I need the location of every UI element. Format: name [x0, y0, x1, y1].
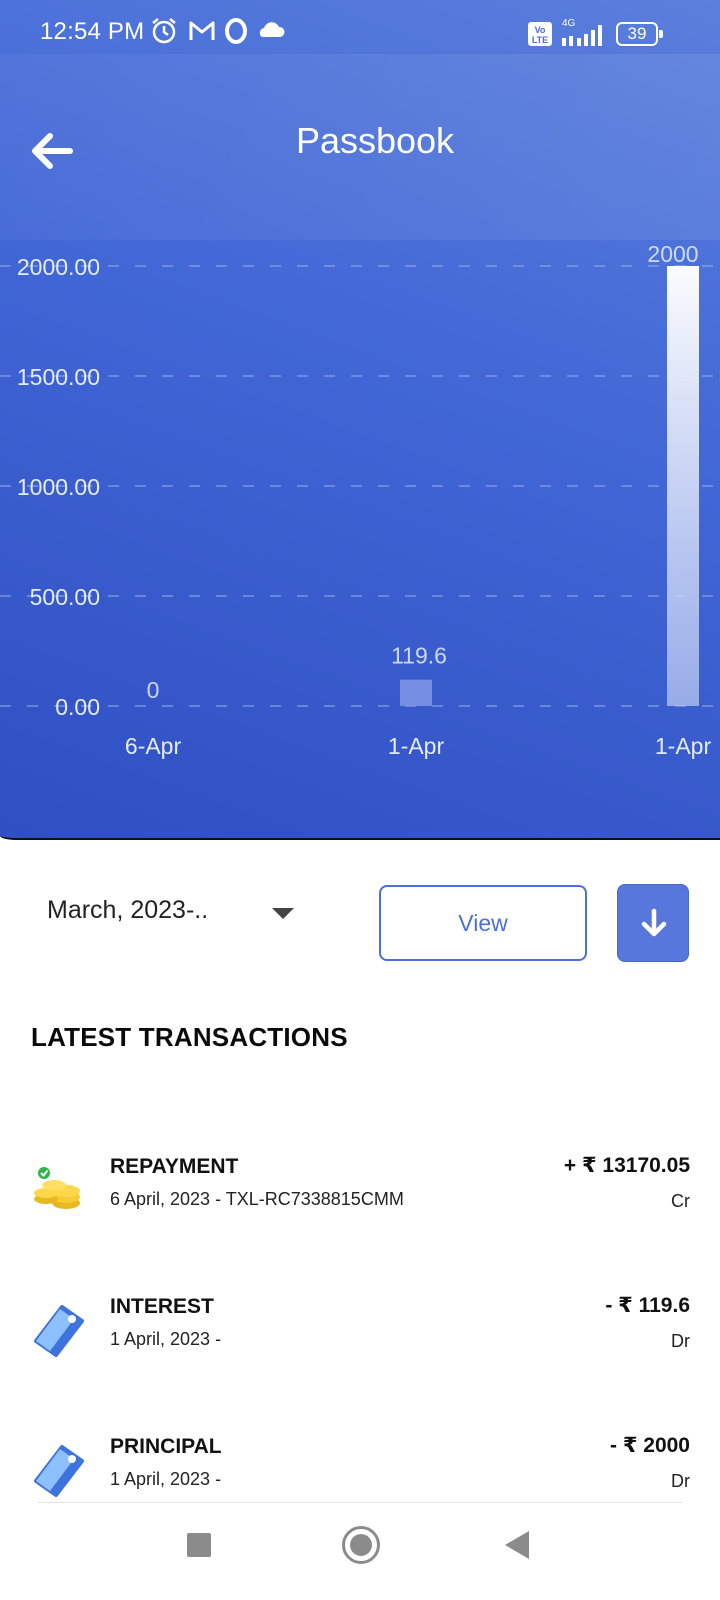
- period-value: March, 2023-..: [47, 896, 209, 924]
- transaction-subtitle: 6 April, 2023 - TXL-RC7338815CMM: [110, 1189, 404, 1209]
- page-title: Passbook: [295, 120, 455, 161]
- chart-x-axis: 6-Apr 1-Apr 1-Apr: [125, 733, 712, 759]
- status-time: 12:54 PM: [40, 18, 145, 45]
- view-button[interactable]: View: [379, 885, 587, 961]
- network-type: 4G: [562, 18, 576, 29]
- filter-controls: March, 2023-.. View: [0, 860, 720, 970]
- home-icon[interactable]: [342, 1526, 380, 1564]
- transaction-subtitle: 1 April, 2023 -: [110, 1329, 222, 1349]
- signal-4g-icon: [562, 25, 602, 46]
- transaction-title: PRINCIPAL: [110, 1435, 222, 1458]
- x-tick-label: 1-Apr: [388, 733, 445, 759]
- transaction-type: Dr: [671, 1331, 690, 1351]
- y-tick-label: 1000.00: [17, 474, 100, 500]
- bar-value-label: 119.6: [391, 643, 447, 669]
- section-heading: LATEST TRANSACTIONS: [31, 1022, 348, 1052]
- gmail-icon: [189, 21, 215, 40]
- x-tick-label: 6-Apr: [125, 733, 182, 759]
- chart-grid: [0, 265, 720, 707]
- alarm-icon: [152, 18, 176, 44]
- transaction-title: INTEREST: [110, 1295, 214, 1318]
- caret-down-icon: [272, 908, 294, 919]
- x-tick-label: 1-Apr: [655, 733, 712, 759]
- list-divider: [38, 1502, 682, 1503]
- transaction-type: Dr: [671, 1471, 690, 1491]
- app-bar: Passbook: [0, 54, 720, 240]
- arrow-down-icon: [641, 908, 667, 937]
- transaction-amount: - ₹ 2000: [610, 1434, 690, 1457]
- period-dropdown[interactable]: March, 2023-..: [30, 880, 310, 940]
- tag-icon: [34, 1305, 84, 1357]
- download-button[interactable]: [617, 884, 689, 962]
- bar-value-label: 0: [147, 677, 160, 703]
- cloud-icon: [259, 22, 285, 37]
- chart-bar: [667, 266, 699, 706]
- transaction-subtitle: 1 April, 2023 -: [110, 1469, 222, 1489]
- transaction-title: REPAYMENT: [110, 1155, 239, 1178]
- transaction-amount: - ₹ 119.6: [605, 1294, 690, 1317]
- opera-icon: [225, 18, 247, 44]
- transaction-item[interactable]: PRINCIPAL 1 April, 2023 - - ₹ 2000 Dr: [0, 1427, 720, 1537]
- battery-level: 39: [627, 24, 647, 43]
- y-tick-label: 500.00: [30, 584, 100, 610]
- chart-bar: [400, 679, 432, 706]
- y-tick-label: 0.00: [55, 694, 100, 720]
- y-tick-label: 1500.00: [17, 364, 100, 390]
- status-bar: 12:54 PM Vo LTE 4G: [0, 0, 720, 54]
- volte-icon: Vo LTE: [528, 22, 552, 46]
- transaction-item[interactable]: INTEREST 1 April, 2023 - - ₹ 119.6 Dr: [0, 1287, 720, 1397]
- transaction-item[interactable]: REPAYMENT 6 April, 2023 - TXL-RC7338815C…: [0, 1147, 720, 1257]
- balance-bar-chart: 2000.00 1500.00 1000.00 500.00 0.00 0 119.6 20…: [0, 241, 720, 759]
- arrow-left-icon[interactable]: [26, 126, 76, 176]
- battery-icon: 39: [616, 22, 663, 46]
- system-nav-bar: [0, 1505, 720, 1600]
- chart-bars: 0 119.6 2000: [147, 241, 699, 706]
- back-icon[interactable]: [505, 1531, 529, 1559]
- bar-value-label: 2000: [647, 241, 698, 267]
- tag-icon: [34, 1445, 84, 1497]
- transaction-amount: + ₹ 13170.05: [563, 1154, 690, 1177]
- header-panel: 12:54 PM Vo LTE 4G: [0, 0, 720, 840]
- volte-label: Vo LTE: [531, 25, 549, 45]
- y-tick-label: 2000.00: [17, 254, 100, 280]
- coins-icon: [34, 1167, 80, 1209]
- transaction-type: Cr: [671, 1191, 690, 1211]
- chart-y-axis: 2000.00 1500.00 1000.00 500.00 0.00: [17, 254, 100, 720]
- recents-icon[interactable]: [187, 1533, 211, 1557]
